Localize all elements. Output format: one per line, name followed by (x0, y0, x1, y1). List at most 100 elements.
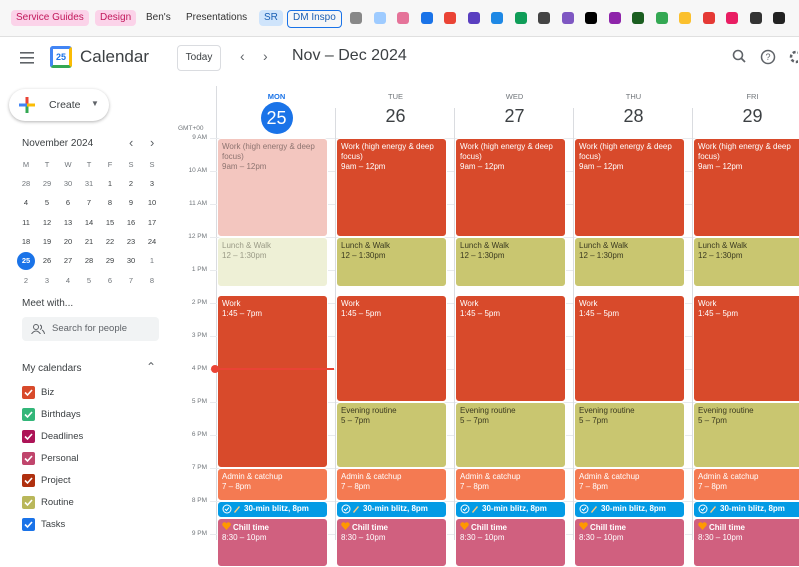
mini-day[interactable]: 28 (17, 175, 35, 193)
bookmark-icon[interactable] (468, 12, 480, 24)
mini-day[interactable]: 8 (143, 272, 161, 290)
bookmark-icon[interactable] (562, 12, 574, 24)
mini-day[interactable]: 26 (38, 252, 56, 270)
mini-day[interactable]: 16 (122, 214, 140, 232)
calendar-checkbox[interactable] (22, 408, 35, 421)
date[interactable]: 29 (693, 106, 799, 127)
mini-day[interactable]: 22 (101, 233, 119, 251)
mini-day[interactable]: 1 (143, 252, 161, 270)
menu-icon[interactable] (20, 51, 36, 69)
event[interactable]: 30-min blitz, 8pm (693, 501, 799, 518)
next-arrow[interactable]: › (263, 48, 268, 64)
event[interactable]: Work (high energy & deep focus)9am – 12p… (336, 138, 447, 237)
mini-day[interactable]: 6 (101, 272, 119, 290)
bookmark-icon[interactable] (585, 12, 597, 24)
bookmark-icon[interactable] (421, 12, 433, 24)
mini-day[interactable]: 7 (122, 272, 140, 290)
mini-day[interactable]: 9 (122, 194, 140, 212)
bookmark-icon[interactable] (350, 12, 362, 24)
bookmark-icon[interactable] (374, 12, 386, 24)
mini-day[interactable]: 27 (59, 252, 77, 270)
mini-day[interactable]: 11 (17, 214, 35, 232)
mini-day[interactable]: 24 (143, 233, 161, 251)
mini-day[interactable]: 4 (17, 194, 35, 212)
calendar-checkbox[interactable] (22, 496, 35, 509)
bookmark-icon[interactable] (773, 12, 785, 24)
mini-day[interactable]: 31 (80, 175, 98, 193)
bookmark-icon[interactable] (515, 12, 527, 24)
mini-day[interactable]: 5 (38, 194, 56, 212)
event[interactable]: Work (high energy & deep focus)9am – 12p… (217, 138, 328, 237)
mini-day[interactable]: 30 (59, 175, 77, 193)
calendar-checkbox[interactable] (22, 430, 35, 443)
mini-day[interactable]: 2 (17, 272, 35, 290)
collapse-caret[interactable]: ⌃ (146, 360, 156, 374)
bookmark[interactable]: DM Inspo (287, 10, 342, 28)
bookmark[interactable]: Ben's (141, 10, 176, 26)
mini-day[interactable]: 18 (17, 233, 35, 251)
event[interactable]: 30-min blitz, 8pm (336, 501, 447, 518)
bookmark-icon[interactable] (632, 12, 644, 24)
bookmark[interactable]: Service Guides (11, 10, 89, 26)
event[interactable]: Work (high energy & deep focus)9am – 12p… (693, 138, 799, 237)
date[interactable]: 28 (574, 106, 693, 127)
calendar-checkbox[interactable] (22, 474, 35, 487)
mini-day[interactable]: 20 (59, 233, 77, 251)
bookmark-icon[interactable] (679, 12, 691, 24)
bookmark[interactable]: SR (259, 10, 283, 26)
bookmark-icon[interactable] (609, 12, 621, 24)
prev-arrow[interactable]: ‹ (240, 48, 245, 64)
mini-day[interactable]: 1 (101, 175, 119, 193)
bookmark[interactable]: Presentations (181, 10, 252, 26)
search-box[interactable]: Search for people (22, 317, 159, 341)
mini-next[interactable]: › (150, 135, 154, 150)
mini-day[interactable]: 15 (101, 214, 119, 232)
mini-day[interactable]: 19 (38, 233, 56, 251)
mini-day[interactable]: 7 (80, 194, 98, 212)
date[interactable]: 27 (455, 106, 574, 127)
mini-prev[interactable]: ‹ (129, 135, 133, 150)
event[interactable]: Work (high energy & deep focus)9am – 12p… (574, 138, 685, 237)
bookmark-icon[interactable] (397, 12, 409, 24)
calendar-checkbox[interactable] (22, 518, 35, 531)
mini-day[interactable]: 4 (59, 272, 77, 290)
mini-day[interactable]: 10 (143, 194, 161, 212)
mini-day[interactable]: 25 (17, 252, 35, 270)
mini-day[interactable]: 6 (59, 194, 77, 212)
mini-day[interactable]: 2 (122, 175, 140, 193)
calendar-checkbox[interactable] (22, 386, 35, 399)
mini-day[interactable]: 8 (101, 194, 119, 212)
bookmark-icon[interactable] (444, 12, 456, 24)
mini-day[interactable]: 21 (80, 233, 98, 251)
event[interactable]: 30-min blitz, 8pm (217, 501, 328, 518)
mini-day[interactable]: 29 (101, 252, 119, 270)
mini-day[interactable]: 23 (122, 233, 140, 251)
bookmark-icon[interactable] (491, 12, 503, 24)
event[interactable]: 30-min blitz, 8pm (455, 501, 566, 518)
mini-day[interactable]: 3 (143, 175, 161, 193)
bookmark-icon[interactable] (656, 12, 668, 24)
mini-day[interactable]: 14 (80, 214, 98, 232)
mini-day[interactable]: 29 (38, 175, 56, 193)
mini-day[interactable]: 3 (38, 272, 56, 290)
date[interactable]: 26 (336, 106, 455, 127)
